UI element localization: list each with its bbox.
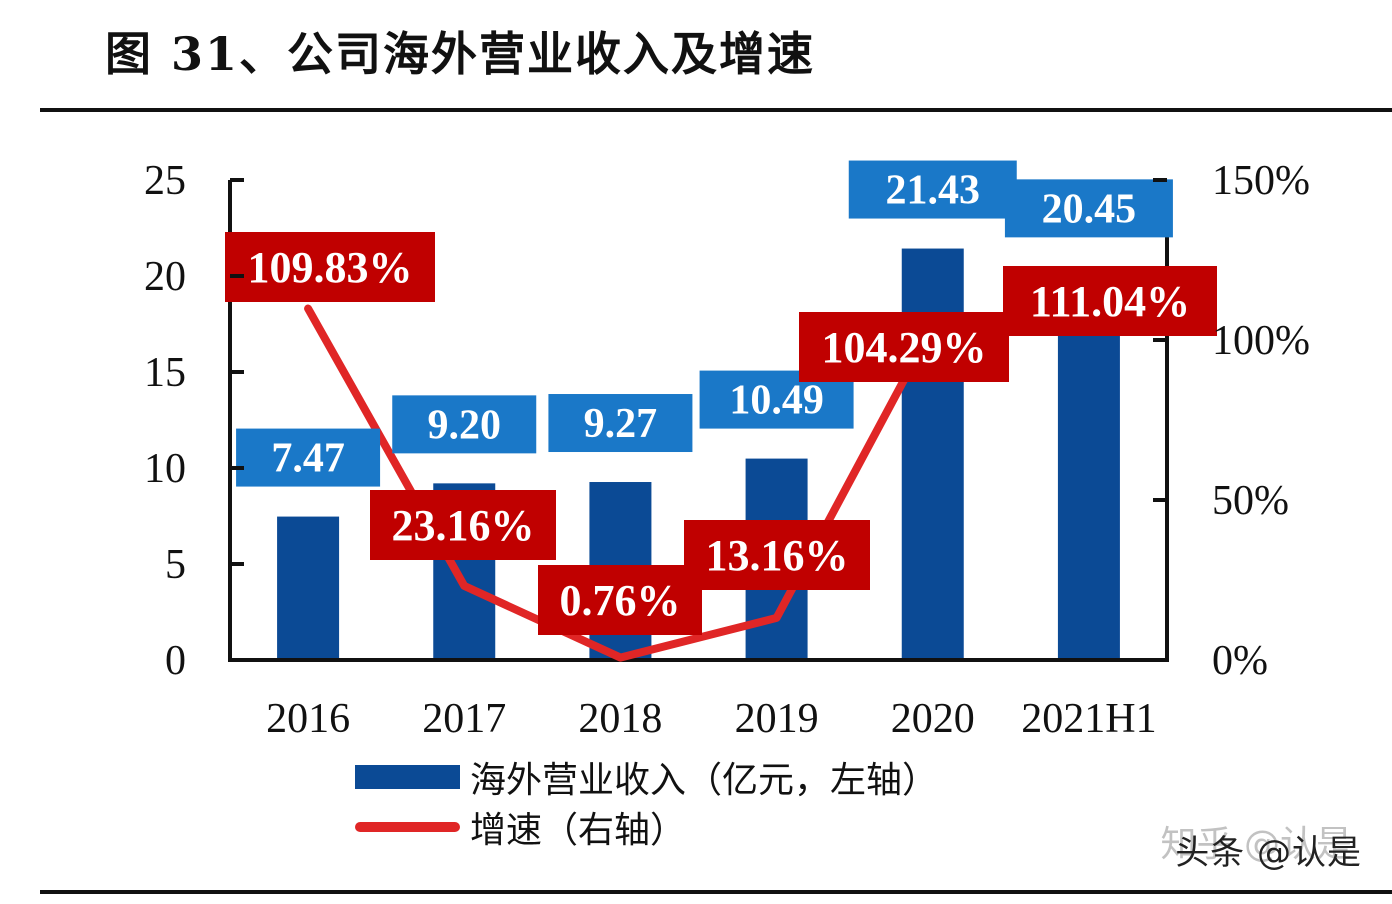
growth-value-label-box — [370, 490, 556, 560]
x-tick-label: 2018 — [578, 696, 662, 742]
top-divider — [40, 108, 1392, 112]
growth-value-label-text: 109.83% — [248, 243, 413, 292]
x-tick-label: 2017 — [422, 696, 506, 742]
legend-item-growth: 增速（右轴） — [355, 802, 938, 852]
x-tick-label: 2020 — [891, 696, 975, 742]
chart-title: 图 31、公司海外营业收入及增速 — [105, 27, 816, 81]
growth-value-label: 0.76% — [538, 565, 702, 635]
growth-value-label-text: 104.29% — [822, 323, 987, 372]
legend-item-revenue: 海外营业收入（亿元，左轴） — [355, 752, 938, 802]
bar-value-label-box — [848, 160, 1017, 219]
growth-value-label-box — [538, 565, 702, 635]
growth-value-label-box — [799, 312, 1009, 382]
left-tick-label: 0 — [165, 638, 186, 684]
legend-bar-swatch — [355, 765, 460, 789]
legend: 海外营业收入（亿元，左轴） 增速（右轴） — [355, 752, 938, 852]
left-tick-label: 20 — [144, 254, 186, 300]
growth-value-label-box — [1003, 266, 1217, 336]
bar-value-label: 7.47 — [236, 428, 381, 487]
growth-value-label-box — [684, 520, 870, 590]
right-tick-label: 150% — [1212, 158, 1310, 204]
right-tick-label: 100% — [1212, 318, 1310, 364]
bar-value-label-text: 20.45 — [1042, 186, 1137, 232]
bar-value-label: 21.43 — [848, 160, 1017, 219]
bottom-divider — [40, 890, 1392, 894]
growth-value-label: 109.83% — [225, 232, 435, 302]
x-tick-label: 2019 — [735, 696, 819, 742]
left-tick-label: 10 — [144, 446, 186, 492]
bar-value-label-box — [392, 395, 537, 454]
watermark-ghost: 知乎 @认是 — [1160, 824, 1352, 865]
growth-value-label: 104.29% — [799, 312, 1009, 382]
left-tick-label: 5 — [165, 542, 186, 588]
legend-line-swatch — [355, 822, 460, 832]
growth-value-label: 13.16% — [684, 520, 870, 590]
left-tick-label: 25 — [144, 158, 186, 204]
bar-value-label-text: 7.47 — [271, 436, 345, 482]
bar-value-label-box — [236, 428, 381, 487]
growth-value-label-box — [225, 232, 435, 302]
bar-value-label: 20.45 — [1004, 179, 1173, 238]
bar-value-label-box — [548, 394, 693, 453]
bar-value-label-text: 10.49 — [729, 378, 824, 424]
right-tick-label: 0% — [1212, 638, 1268, 684]
growth-value-label: 23.16% — [370, 490, 556, 560]
legend-growth-label: 增速（右轴） — [470, 810, 687, 851]
left-tick-label: 15 — [144, 350, 186, 396]
bar-value-label-text: 21.43 — [886, 168, 981, 214]
legend-revenue-label: 海外营业收入（亿元，左轴） — [470, 760, 939, 801]
bar-value-label: 9.20 — [392, 395, 537, 454]
bar-value-label-text: 9.20 — [428, 402, 502, 448]
growth-value-label-text: 23.16% — [392, 501, 535, 550]
growth-value-label-text: 0.76% — [560, 576, 681, 625]
bar-2020 — [901, 248, 964, 660]
bar-2016 — [277, 516, 340, 660]
bar-value-label: 9.27 — [548, 394, 693, 453]
watermark: 头条 @认是 — [1175, 833, 1362, 873]
right-tick-label: 50% — [1212, 478, 1289, 524]
x-tick-label: 2021H1 — [1021, 696, 1156, 742]
bar-value-label-box — [1004, 179, 1173, 238]
growth-value-label-text: 111.04% — [1030, 277, 1190, 326]
growth-value-label-text: 13.16% — [706, 531, 849, 580]
x-tick-label: 2016 — [266, 696, 350, 742]
growth-value-label: 111.04% — [1003, 266, 1217, 336]
bar-value-label-text: 9.27 — [584, 401, 658, 447]
